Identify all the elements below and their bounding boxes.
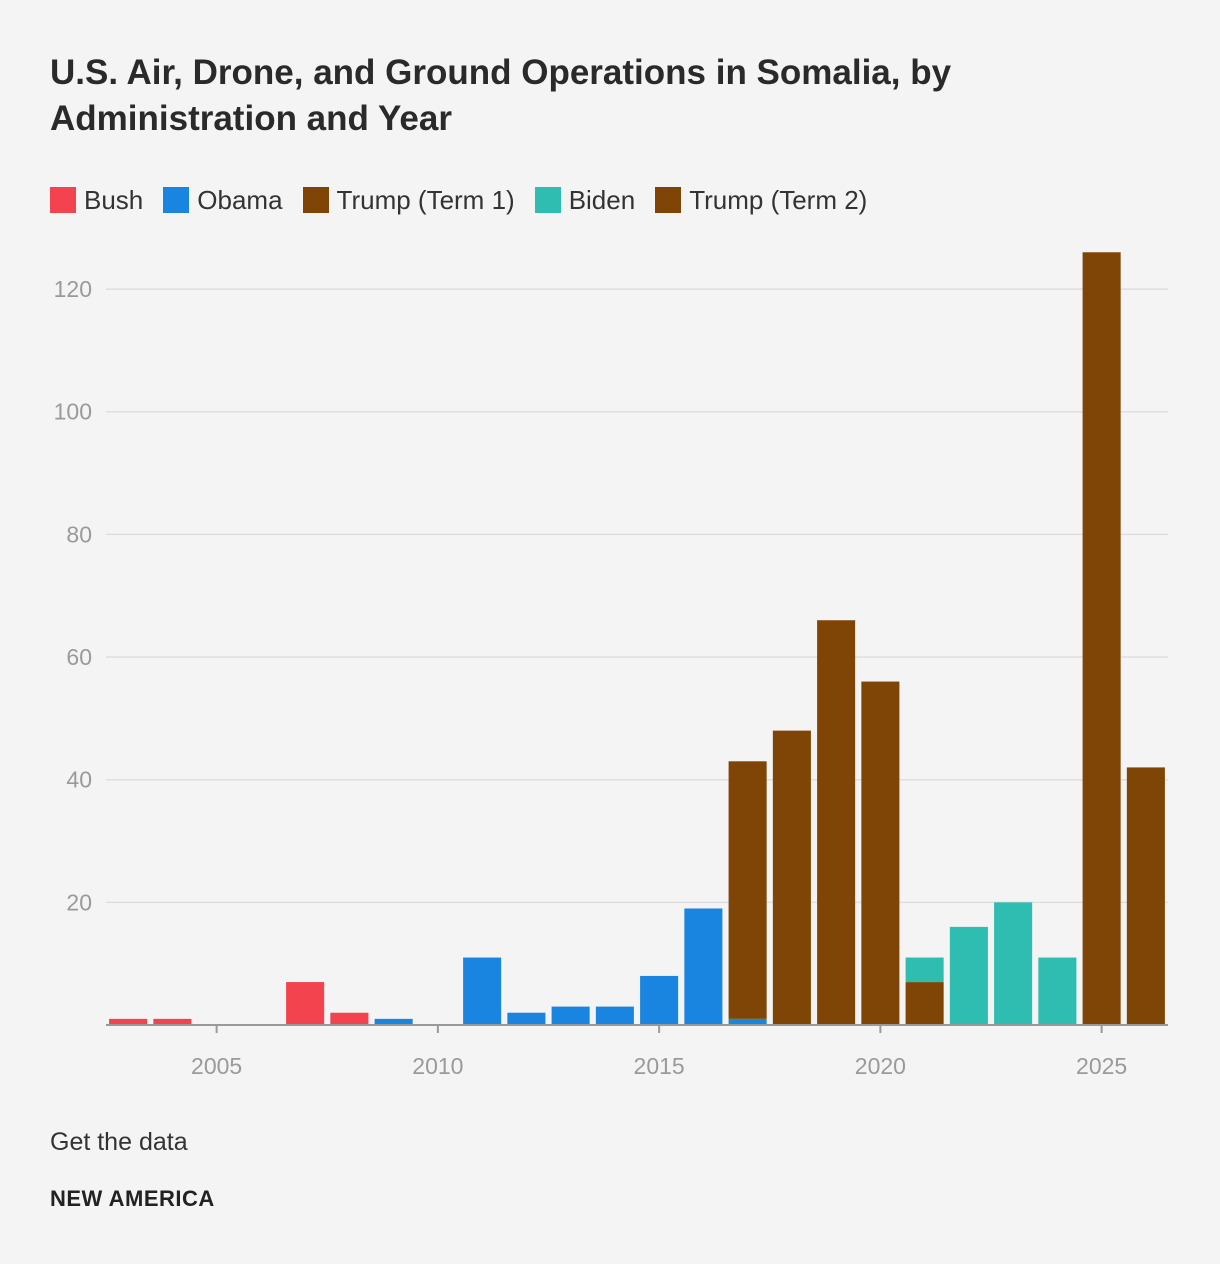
legend-swatch-trump-term-2 <box>655 187 682 213</box>
legend-label-biden: Biden <box>568 184 636 215</box>
brand-logo-text: NEW AMERICA <box>50 1186 215 1211</box>
bar-obama-2015 <box>640 975 679 1025</box>
legend-item-biden[interactable]: Biden <box>534 184 636 216</box>
y-tick-label: 40 <box>66 767 92 793</box>
legend-label-obama: Obama <box>197 184 283 215</box>
legend-label-trump-term-2: Trump (Term 2) <box>689 184 868 215</box>
legend: Bush Obama Trump (Term 1) Biden Trump (T… <box>50 183 867 217</box>
y-tick-label: 100 <box>54 399 92 425</box>
bar-obama-2012 <box>507 1012 546 1025</box>
bar-trump-term-1-2019 <box>817 620 856 1025</box>
bar-biden-2023 <box>994 902 1033 1025</box>
bar-biden-2021 <box>905 957 944 983</box>
bar-obama-2016 <box>684 908 723 1025</box>
y-tick-label: 60 <box>66 644 92 670</box>
y-tick-label: 20 <box>66 889 92 915</box>
bar-obama-2014 <box>595 1006 634 1025</box>
bar-biden-2022 <box>949 926 988 1025</box>
x-tick-label: 2005 <box>191 1053 242 1079</box>
bar-biden-2024 <box>1038 957 1077 1025</box>
bar-bush-2008 <box>330 1012 369 1025</box>
y-tick-label: 80 <box>66 521 92 547</box>
bar-trump-term-1-2018 <box>772 730 811 1025</box>
legend-item-trump-term-1[interactable]: Trump (Term 1) <box>302 184 515 216</box>
legend-item-bush[interactable]: Bush <box>50 185 143 216</box>
bar-obama-2017 <box>728 1018 767 1025</box>
x-tick-label: 2025 <box>1076 1053 1127 1079</box>
legend-item-trump-term-2[interactable]: Trump (Term 2) <box>655 185 867 216</box>
bar-trump-term-2-2025 <box>1082 252 1121 1025</box>
bar-trump-term-2-2026 <box>1126 767 1165 1025</box>
bar-bush-2007 <box>286 982 325 1025</box>
bar-trump-term-1-2020 <box>861 681 900 1025</box>
legend-swatch-obama <box>163 187 190 213</box>
chart-title: U.S. Air, Drone, and Ground Operations i… <box>50 53 952 138</box>
bar-bush-2004 <box>153 1018 192 1025</box>
bar-chart: 20 40 60 80 100 120 2005 2010 2015 2020 2025 <box>54 252 1168 1079</box>
legend-item-obama[interactable]: Obama <box>163 184 283 216</box>
get-the-data-link[interactable]: Get the data <box>50 1128 188 1156</box>
x-tick-label: 2010 <box>412 1053 463 1079</box>
legend-label-bush: Bush <box>84 184 144 215</box>
bar-trump-term-1-2021 <box>905 982 944 1025</box>
bar-trump-term-1-2017 <box>728 761 767 1019</box>
bar-obama-2009 <box>374 1018 413 1025</box>
legend-swatch-trump-term-1 <box>302 187 329 213</box>
y-tick-label: 120 <box>54 276 92 302</box>
bar-obama-2011 <box>463 957 502 1025</box>
bar-bush-2003 <box>109 1018 148 1025</box>
legend-label-trump-term-1: Trump (Term 1) <box>336 184 515 215</box>
x-tick-label: 2015 <box>634 1053 685 1079</box>
legend-swatch-bush <box>50 187 76 213</box>
legend-swatch-biden <box>534 187 561 213</box>
x-tick-label: 2020 <box>855 1053 906 1079</box>
bar-obama-2013 <box>551 1006 590 1025</box>
